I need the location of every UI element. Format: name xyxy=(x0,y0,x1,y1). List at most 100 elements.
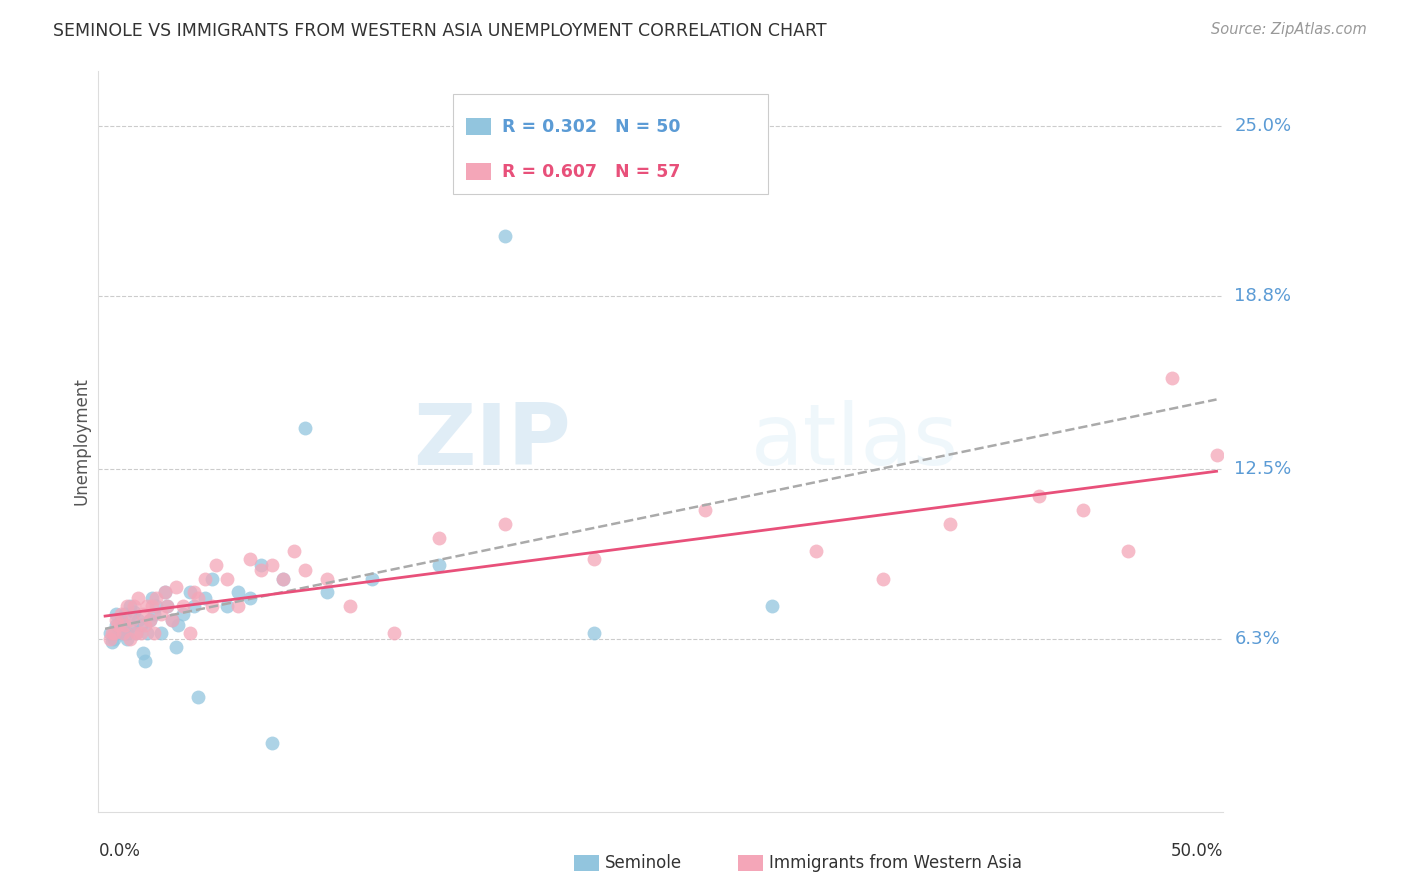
Point xyxy=(183,599,205,613)
Point xyxy=(316,572,339,586)
Text: R = 0.607   N = 57: R = 0.607 N = 57 xyxy=(502,162,681,180)
Point xyxy=(117,626,139,640)
Point xyxy=(260,558,283,572)
Point xyxy=(179,626,201,640)
Text: Seminole: Seminole xyxy=(605,854,682,871)
Point xyxy=(100,626,122,640)
Text: 0.0%: 0.0% xyxy=(98,842,141,860)
Point xyxy=(761,599,783,613)
Point xyxy=(111,626,134,640)
Bar xyxy=(453,94,768,194)
Point xyxy=(117,632,139,646)
Point xyxy=(132,646,155,660)
Point xyxy=(136,626,159,640)
Point xyxy=(160,613,183,627)
Point xyxy=(125,626,148,640)
Point xyxy=(132,607,155,622)
Point xyxy=(98,626,121,640)
Point xyxy=(1116,544,1139,558)
Point xyxy=(201,572,224,586)
Point xyxy=(143,626,166,640)
Point xyxy=(806,544,828,558)
Point xyxy=(283,544,305,558)
Bar xyxy=(467,119,491,135)
Text: Immigrants from Western Asia: Immigrants from Western Asia xyxy=(769,854,1022,871)
Point xyxy=(339,599,361,613)
Point xyxy=(125,626,148,640)
Point xyxy=(153,585,176,599)
Point xyxy=(122,599,145,613)
Point xyxy=(107,626,129,640)
Point xyxy=(145,591,167,605)
Point xyxy=(145,599,167,613)
Point xyxy=(149,626,172,640)
Point xyxy=(160,613,183,627)
Point xyxy=(117,599,139,613)
Point xyxy=(165,580,187,594)
Point xyxy=(217,572,239,586)
Point xyxy=(1071,503,1094,517)
Point xyxy=(103,632,125,646)
Point xyxy=(382,626,405,640)
Point xyxy=(271,572,294,586)
Point xyxy=(118,599,141,613)
Text: ZIP: ZIP xyxy=(413,400,571,483)
Point xyxy=(294,421,316,435)
Point xyxy=(1028,489,1050,503)
Point xyxy=(156,599,179,613)
Point xyxy=(156,599,179,613)
Point xyxy=(110,607,132,622)
Point xyxy=(103,626,125,640)
Point xyxy=(114,618,136,632)
Point xyxy=(105,618,128,632)
Point xyxy=(260,736,283,750)
Point xyxy=(249,563,271,577)
Point xyxy=(228,599,250,613)
Point xyxy=(110,613,132,627)
Point xyxy=(583,552,606,566)
Point xyxy=(134,618,156,632)
Point xyxy=(1161,371,1184,385)
Point xyxy=(136,599,159,613)
Text: 6.3%: 6.3% xyxy=(1234,630,1279,648)
Point xyxy=(872,572,894,586)
Point xyxy=(105,613,128,627)
Point xyxy=(187,690,209,704)
Point xyxy=(167,618,190,632)
Y-axis label: Unemployment: Unemployment xyxy=(72,377,90,506)
Point xyxy=(316,585,339,599)
Point xyxy=(294,563,316,577)
Point xyxy=(172,607,194,622)
Point xyxy=(239,552,262,566)
Point xyxy=(134,654,156,668)
Point xyxy=(129,626,152,640)
Point xyxy=(143,607,166,622)
Point xyxy=(127,613,149,627)
Point xyxy=(100,634,122,648)
Text: 25.0%: 25.0% xyxy=(1234,117,1292,136)
Point xyxy=(114,607,136,622)
Text: 12.5%: 12.5% xyxy=(1234,460,1292,478)
Point xyxy=(939,516,962,531)
Point xyxy=(141,591,163,605)
Point xyxy=(249,558,271,572)
Point xyxy=(153,585,176,599)
Point xyxy=(427,531,450,545)
Text: 50.0%: 50.0% xyxy=(1171,842,1223,860)
Point xyxy=(1205,448,1227,462)
Point xyxy=(205,558,228,572)
Point xyxy=(179,585,201,599)
Point xyxy=(183,585,205,599)
Point xyxy=(494,228,516,243)
Point xyxy=(98,632,121,646)
Point xyxy=(194,591,217,605)
Point xyxy=(695,503,717,517)
Point xyxy=(187,591,209,605)
Point xyxy=(201,599,224,613)
Point xyxy=(138,613,160,627)
Point xyxy=(122,605,145,619)
Point xyxy=(141,599,163,613)
Bar xyxy=(467,163,491,179)
Text: 18.8%: 18.8% xyxy=(1234,287,1291,305)
Point xyxy=(107,618,129,632)
